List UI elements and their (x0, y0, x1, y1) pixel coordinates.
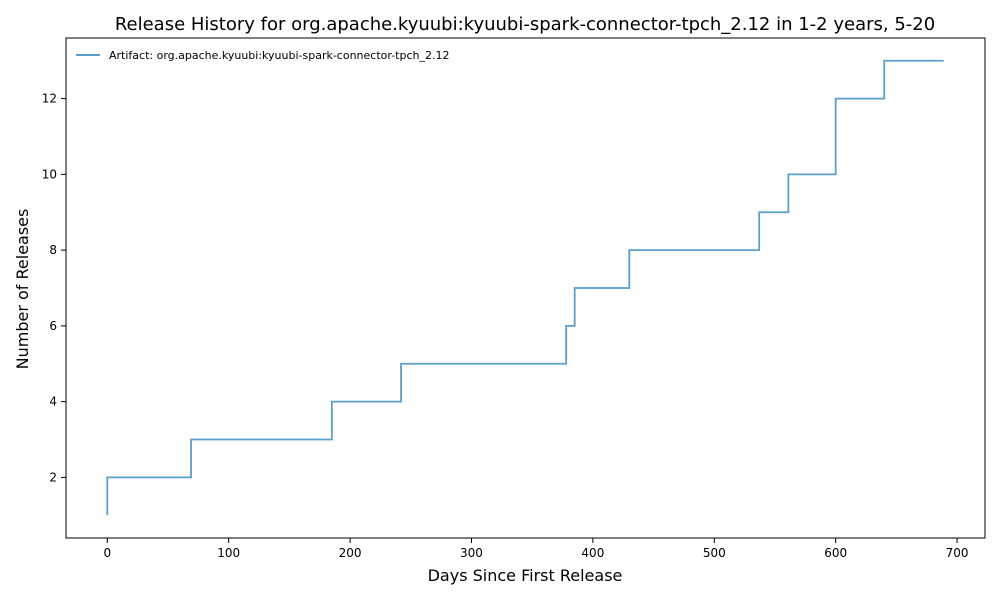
y-tick-label: 8 (49, 243, 57, 257)
x-tick-label: 500 (703, 546, 726, 560)
x-tick-label: 100 (217, 546, 240, 560)
y-tick-label: 10 (42, 167, 57, 181)
x-tick-label: 200 (339, 546, 362, 560)
y-tick-label: 4 (49, 395, 57, 409)
x-tick-label: 0 (103, 546, 111, 560)
y-axis-label: Number of Releases (13, 209, 32, 370)
chart-title: Release History for org.apache.kyuubi:ky… (115, 14, 935, 35)
series-line-0 (106, 59, 944, 516)
legend-label: Artifact: org.apache.kyuubi:kyuubi-spark… (109, 49, 449, 62)
x-tick-label: 400 (581, 546, 604, 560)
x-tick-label: 600 (824, 546, 847, 560)
y-tick-label: 2 (49, 470, 57, 484)
x-tick-label: 700 (946, 546, 969, 560)
x-tick-label: 300 (460, 546, 483, 560)
y-tick-label: 12 (42, 92, 57, 106)
plot-area: 0 100 200 300 400 500 600 700 2 4 6 8 10 12 (42, 37, 986, 560)
legend: Artifact: org.apache.kyuubi:kyuubi-spark… (76, 49, 449, 62)
y-tick-label: 6 (49, 319, 57, 333)
axes-frame (65, 37, 986, 539)
x-axis-label: Days Since First Release (428, 566, 623, 585)
